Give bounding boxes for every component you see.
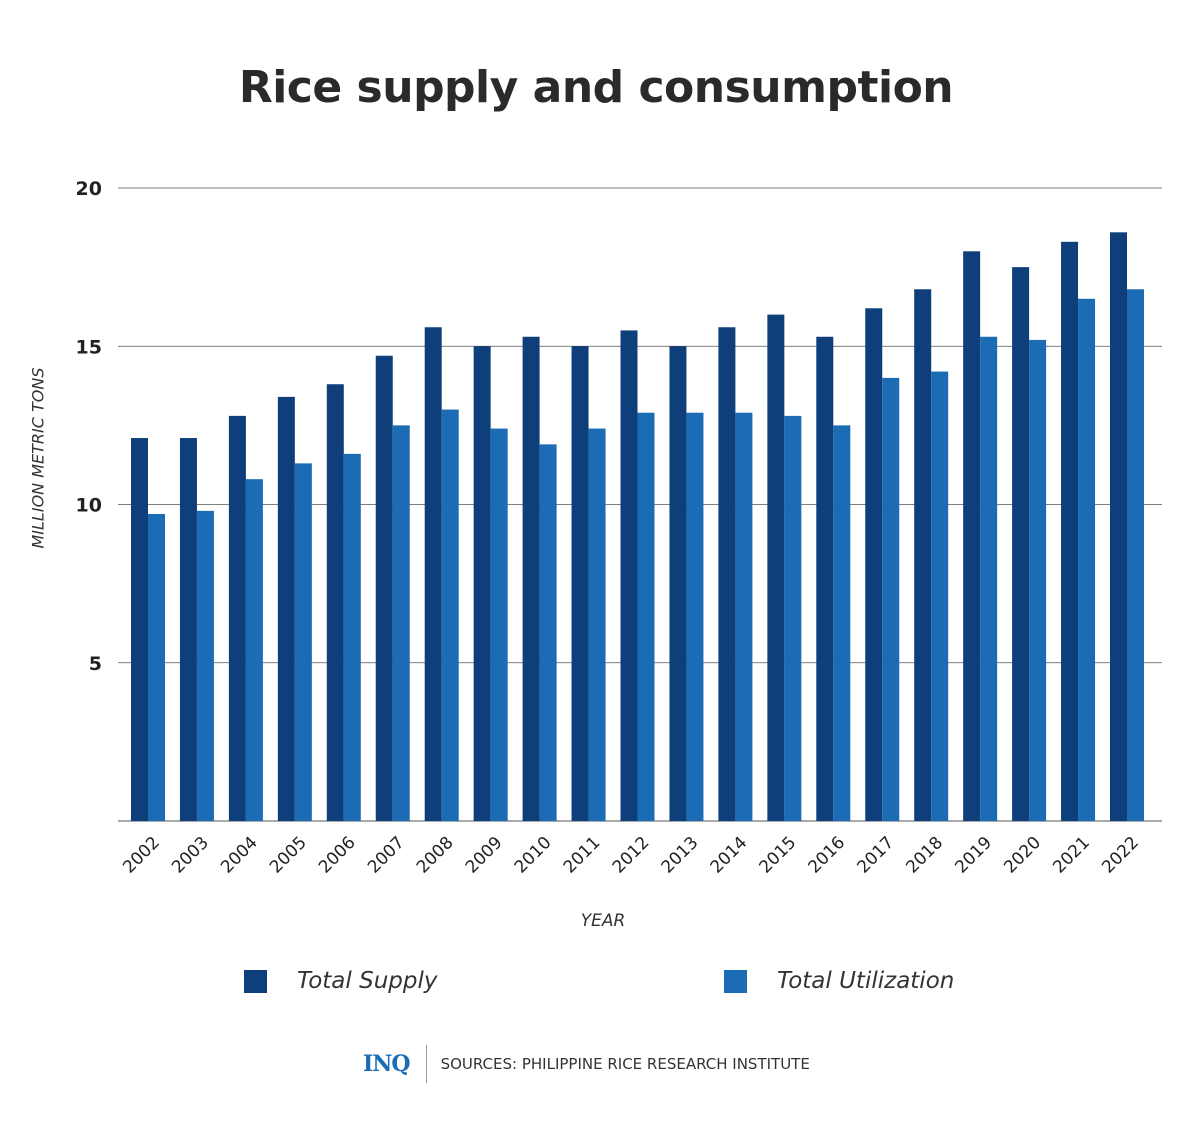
x-tick-label: 2003 bbox=[168, 833, 213, 878]
legend-swatch-utilization bbox=[724, 969, 747, 993]
bar-supply-2008 bbox=[424, 327, 442, 821]
bar-supply-2020 bbox=[1012, 267, 1030, 821]
divider bbox=[425, 1045, 427, 1083]
bar-utilization-2005 bbox=[294, 463, 312, 821]
inq-logo: INQ bbox=[363, 1051, 411, 1077]
bar-utilization-2015 bbox=[784, 415, 802, 821]
x-tick-label: 2011 bbox=[560, 833, 605, 878]
legend-swatch-supply bbox=[244, 969, 267, 993]
bar-supply-2016 bbox=[816, 336, 834, 821]
x-tick-label: 2018 bbox=[902, 833, 947, 878]
bar-supply-2004 bbox=[228, 415, 246, 821]
bar-supply-2002 bbox=[131, 438, 148, 821]
legend-label: Total Utilization bbox=[777, 968, 955, 994]
bar-supply-2010 bbox=[522, 336, 540, 821]
legend-label: Total Supply bbox=[297, 968, 438, 994]
bar-supply-2014 bbox=[718, 327, 736, 821]
source-text: SOURCES: PHILIPPINE RICE RESEARCH INSTIT… bbox=[440, 1055, 810, 1073]
bar-utilization-2012 bbox=[637, 412, 655, 821]
footer: INQ SOURCES: PHILIPPINE RICE RESEARCH IN… bbox=[363, 1045, 810, 1083]
legend-item-total-supply: Total Supply bbox=[244, 968, 437, 994]
x-tick-label: 2010 bbox=[511, 833, 556, 878]
bar-utilization-2008 bbox=[441, 409, 459, 821]
bar-utilization-2020 bbox=[1029, 339, 1047, 821]
bar-supply-2005 bbox=[277, 396, 295, 821]
bar-supply-2021 bbox=[1061, 241, 1079, 821]
y-axis-label: MILLION METRIC TONS bbox=[28, 367, 48, 549]
bar-utilization-2007 bbox=[392, 425, 410, 821]
bar-supply-2013 bbox=[669, 346, 687, 821]
x-tick-label: 2004 bbox=[217, 833, 262, 878]
bar-supply-2007 bbox=[375, 355, 393, 821]
y-tick-label: 5 bbox=[89, 653, 102, 675]
bar-supply-2019 bbox=[963, 251, 981, 822]
x-tick-label: 2022 bbox=[1098, 833, 1143, 878]
x-tick-label: 2014 bbox=[707, 833, 752, 878]
chart-title: Rice supply and consumption bbox=[238, 62, 954, 113]
bar-utilization-2006 bbox=[343, 453, 361, 821]
x-axis-label: YEAR bbox=[580, 911, 626, 931]
bar-supply-2003 bbox=[179, 438, 197, 821]
bar-utilization-2018 bbox=[931, 371, 949, 821]
x-tick-label: 2017 bbox=[853, 833, 898, 878]
x-tick-label: 2009 bbox=[462, 833, 507, 878]
x-tick-label: 2002 bbox=[119, 833, 164, 878]
bar-supply-2012 bbox=[620, 330, 638, 821]
legend-item-total-utilization: Total Utilization bbox=[724, 968, 954, 994]
y-tick-label: 15 bbox=[76, 336, 102, 358]
y-tick-label: 20 bbox=[76, 178, 102, 200]
bar-utilization-2009 bbox=[490, 428, 508, 821]
x-tick-label: 2020 bbox=[1000, 833, 1045, 878]
x-tick-label: 2016 bbox=[805, 833, 850, 878]
bar-utilization-2021 bbox=[1078, 298, 1096, 821]
bar-utilization-2013 bbox=[686, 412, 704, 821]
x-tick-label: 2006 bbox=[315, 833, 360, 878]
bar-utilization-2002 bbox=[148, 513, 165, 821]
bar-supply-2022 bbox=[1110, 232, 1127, 821]
x-tick-label: 2019 bbox=[951, 833, 996, 878]
bar-utilization-2003 bbox=[196, 510, 214, 821]
bar-supply-2018 bbox=[914, 289, 932, 821]
bar-utilization-2011 bbox=[588, 428, 606, 821]
bar-supply-2009 bbox=[473, 346, 491, 821]
x-tick-label: 2015 bbox=[756, 833, 801, 878]
bar-utilization-2022 bbox=[1127, 289, 1144, 821]
bar-utilization-2004 bbox=[245, 479, 263, 821]
x-tick-label: 2021 bbox=[1049, 833, 1094, 878]
x-tick-label: 2005 bbox=[266, 833, 311, 878]
bar-supply-2006 bbox=[326, 384, 344, 821]
bar-supply-2017 bbox=[865, 308, 883, 821]
bar-supply-2011 bbox=[571, 346, 589, 821]
x-tick-label: 2013 bbox=[658, 833, 703, 878]
y-tick-label: 10 bbox=[76, 495, 102, 517]
x-tick-label: 2007 bbox=[364, 833, 409, 878]
bar-utilization-2017 bbox=[882, 377, 900, 821]
bar-utilization-2016 bbox=[833, 425, 851, 821]
bar-utilization-2010 bbox=[539, 444, 557, 821]
bar-utilization-2014 bbox=[735, 412, 753, 821]
bar-supply-2015 bbox=[767, 314, 785, 821]
bar-utilization-2019 bbox=[980, 336, 998, 821]
x-tick-label: 2008 bbox=[413, 833, 458, 878]
x-tick-label: 2012 bbox=[609, 833, 654, 878]
